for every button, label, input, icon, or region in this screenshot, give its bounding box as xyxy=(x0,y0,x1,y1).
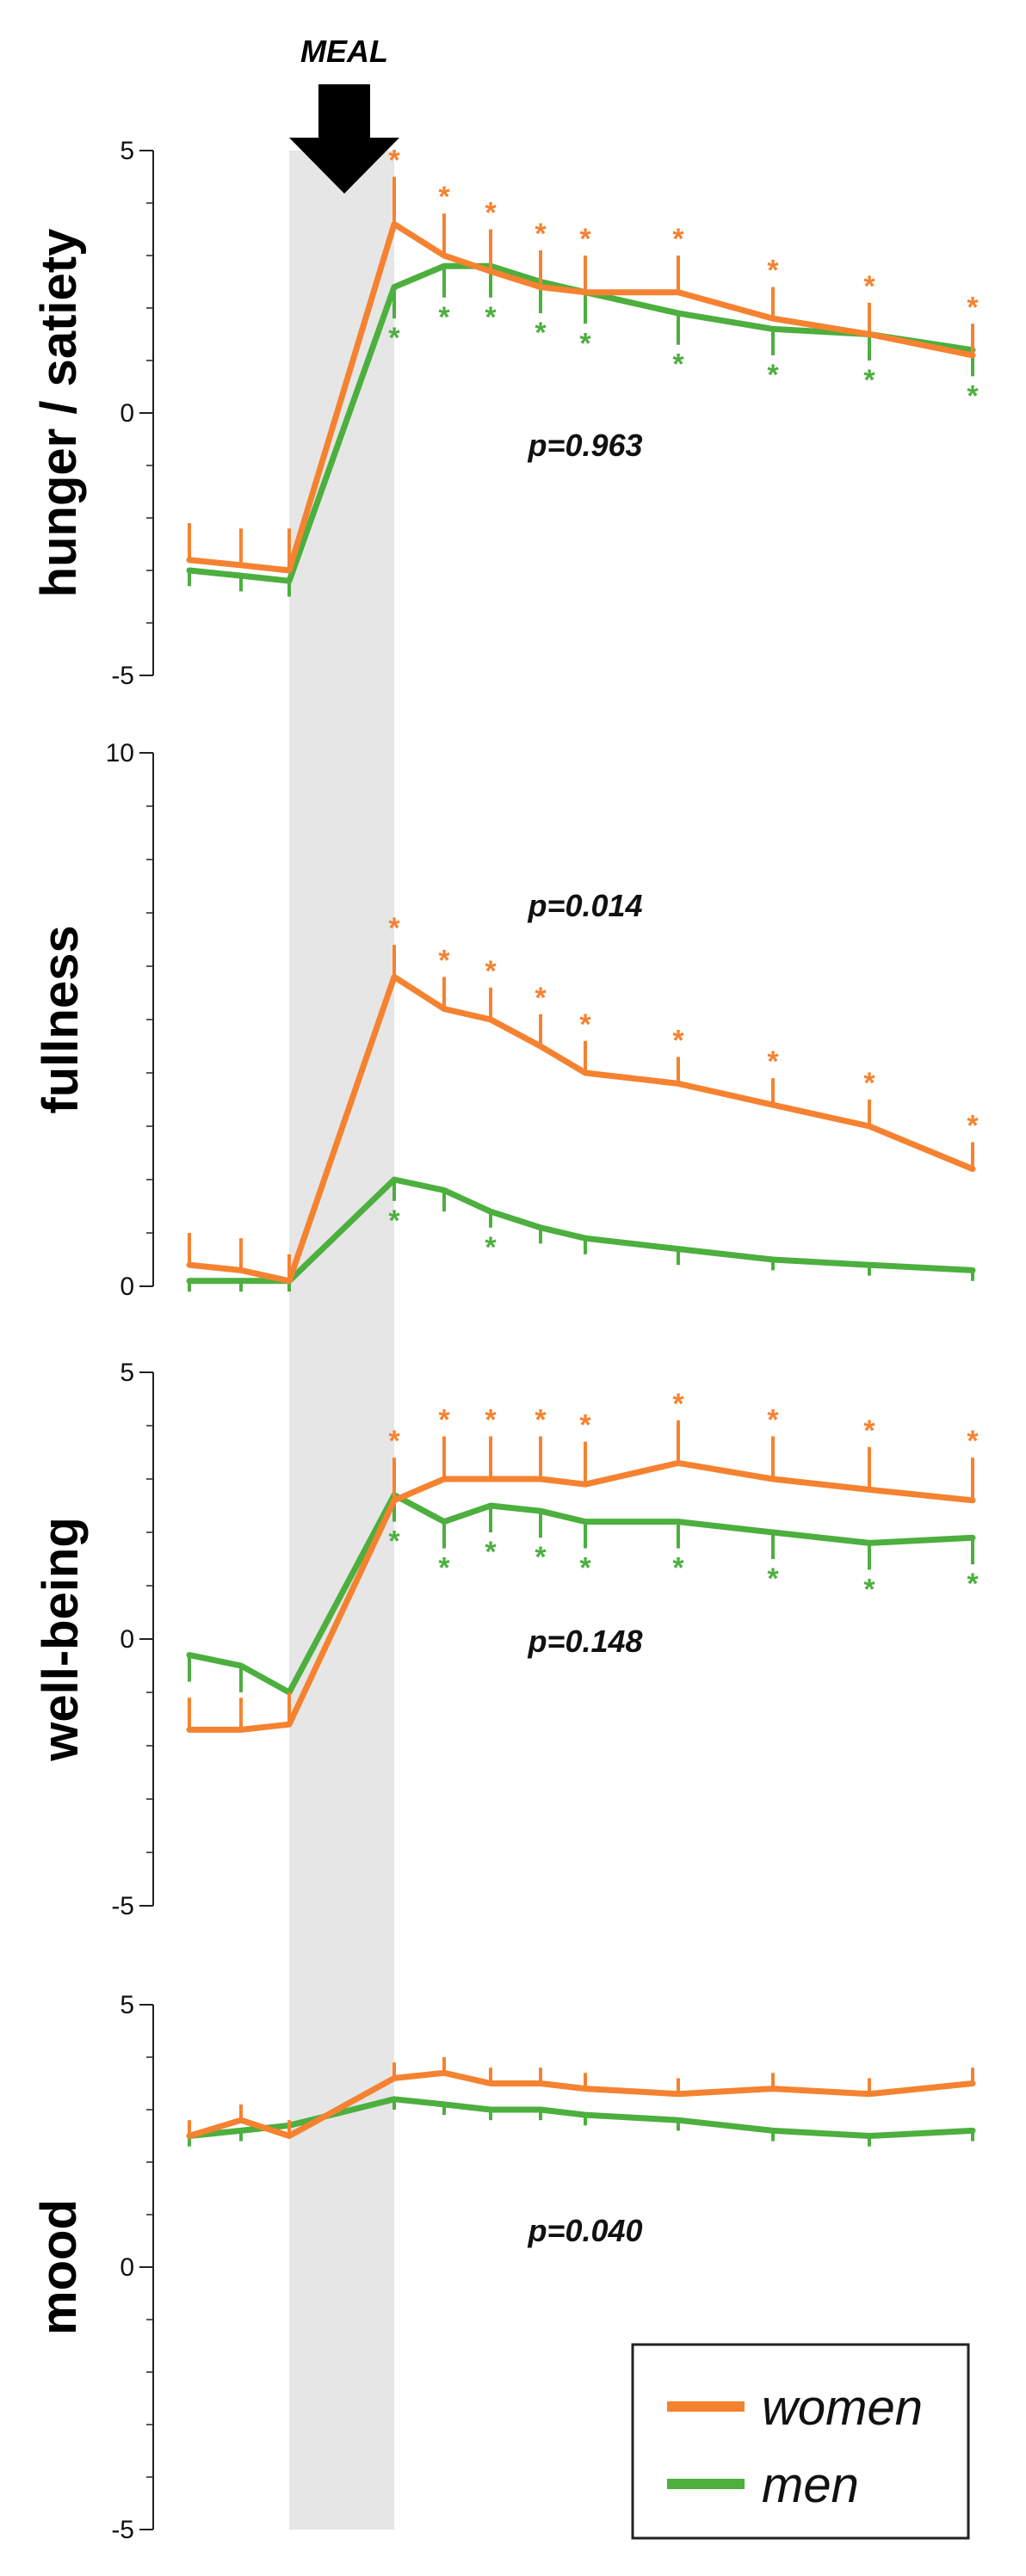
series-women: * * * * * * * * * xyxy=(186,145,979,574)
significance-star-women: * xyxy=(767,1045,779,1078)
significance-star-women: * xyxy=(672,223,684,256)
significance-star-women: * xyxy=(863,1067,875,1100)
y-tick-label: 5 xyxy=(120,1359,134,1387)
significance-star-women: * xyxy=(438,181,450,213)
p-value-label: p=0.014 xyxy=(527,888,642,923)
significance-star-women: * xyxy=(485,197,497,230)
significance-star-women: * xyxy=(485,955,497,988)
series-line-women xyxy=(186,2069,976,2139)
meal-shade-band xyxy=(289,151,394,2530)
significance-star-women: * xyxy=(485,1403,497,1436)
significance-star-men: * xyxy=(767,1562,779,1595)
significance-star-men: * xyxy=(388,1525,400,1558)
significance-star-men: * xyxy=(485,301,497,334)
significance-star-men: * xyxy=(672,1552,684,1585)
series-line-women xyxy=(186,1459,976,1733)
y-axis-label: hunger / satiety xyxy=(31,229,87,598)
y-tick-label: 0 xyxy=(120,399,134,428)
significance-star-men: * xyxy=(485,1536,497,1568)
significance-star-women: * xyxy=(967,1425,979,1457)
significance-star-women: * xyxy=(388,912,400,945)
y-tick-label: 5 xyxy=(120,137,134,165)
series-men xyxy=(186,2096,976,2147)
y-axis-label: well-being xyxy=(33,1517,89,1762)
significance-star-men: * xyxy=(863,1573,875,1605)
significance-star-women: * xyxy=(388,145,400,177)
significance-star-men: * xyxy=(438,1552,450,1585)
panel-2: 10 0 fullness p=0.014 * * * * * * * * * * * xyxy=(33,739,979,1301)
significance-star-men: * xyxy=(579,1552,591,1585)
significance-star-men: * xyxy=(535,1541,547,1574)
panel-4: 5 0 -5 mood p=0.040 xyxy=(31,1991,976,2544)
significance-star-women: * xyxy=(438,1403,450,1436)
y-axis-label: mood xyxy=(31,2199,87,2335)
significance-star-women: * xyxy=(579,223,591,256)
significance-star-women: * xyxy=(535,982,547,1014)
series-line-women xyxy=(186,220,976,574)
p-value-label: p=0.963 xyxy=(527,428,642,463)
p-value-label: p=0.040 xyxy=(527,2213,642,2248)
y-tick-label: 0 xyxy=(120,1273,134,1301)
legend-men-label: men xyxy=(762,2457,859,2513)
significance-star-women: * xyxy=(767,1403,779,1436)
legend-box xyxy=(631,2343,970,2540)
y-tick-label: 5 xyxy=(120,1991,134,2019)
significance-star-women: * xyxy=(863,1414,875,1447)
significance-star-women: * xyxy=(672,1388,684,1420)
significance-star-women: * xyxy=(579,1409,591,1442)
p-value-label: p=0.148 xyxy=(527,1624,642,1659)
y-tick-label: -5 xyxy=(111,1892,134,1920)
significance-star-women: * xyxy=(767,255,779,287)
series-men: * * * * * * * * * xyxy=(186,262,979,597)
panel-3: 5 0 -5 well-being p=0.148 * * * * * * * * * * * * * * * * * * xyxy=(33,1359,979,1920)
y-tick-label: 0 xyxy=(120,2253,134,2282)
significance-star-women: * xyxy=(438,944,450,977)
y-tick-label: -5 xyxy=(111,662,134,690)
significance-star-men: * xyxy=(388,1205,400,1237)
legend-women-label: women xyxy=(762,2380,923,2436)
series-line-women xyxy=(186,973,976,1285)
meal-arrow-icon xyxy=(289,84,399,194)
series-line-men xyxy=(186,1492,976,1696)
significance-star-women: * xyxy=(388,1425,400,1457)
significance-star-men: * xyxy=(579,327,591,360)
meal-label: MEAL xyxy=(300,34,388,69)
significance-star-men: * xyxy=(672,348,684,381)
y-axis-label: fullness xyxy=(33,925,89,1113)
significance-star-men: * xyxy=(535,317,547,349)
significance-star-men: * xyxy=(485,1231,497,1264)
significance-star-women: * xyxy=(863,270,875,303)
y-tick-label: 0 xyxy=(120,1625,134,1654)
significance-star-women: * xyxy=(967,1110,979,1143)
series-line-men xyxy=(186,2096,976,2139)
series-women: * * * * * * * * * xyxy=(186,912,979,1285)
significance-star-women: * xyxy=(535,218,547,250)
series-line-men xyxy=(186,262,976,584)
series-women: * * * * * * * * * xyxy=(186,1388,979,1733)
significance-star-men: * xyxy=(967,379,979,412)
significance-star-women: * xyxy=(535,1403,547,1436)
significance-star-men: * xyxy=(438,301,450,334)
significance-star-men: * xyxy=(967,1568,979,1600)
significance-star-men: * xyxy=(388,322,400,354)
significance-star-women: * xyxy=(967,291,979,324)
significance-star-women: * xyxy=(672,1024,684,1057)
legend: women men xyxy=(631,2343,970,2540)
series-women xyxy=(186,2057,976,2139)
y-tick-label: 10 xyxy=(106,739,134,767)
significance-star-women: * xyxy=(579,1008,591,1041)
significance-star-men: * xyxy=(767,359,779,391)
y-tick-label: -5 xyxy=(111,2516,134,2544)
meal-shade-layer xyxy=(289,151,394,2530)
significance-star-men: * xyxy=(863,364,875,397)
